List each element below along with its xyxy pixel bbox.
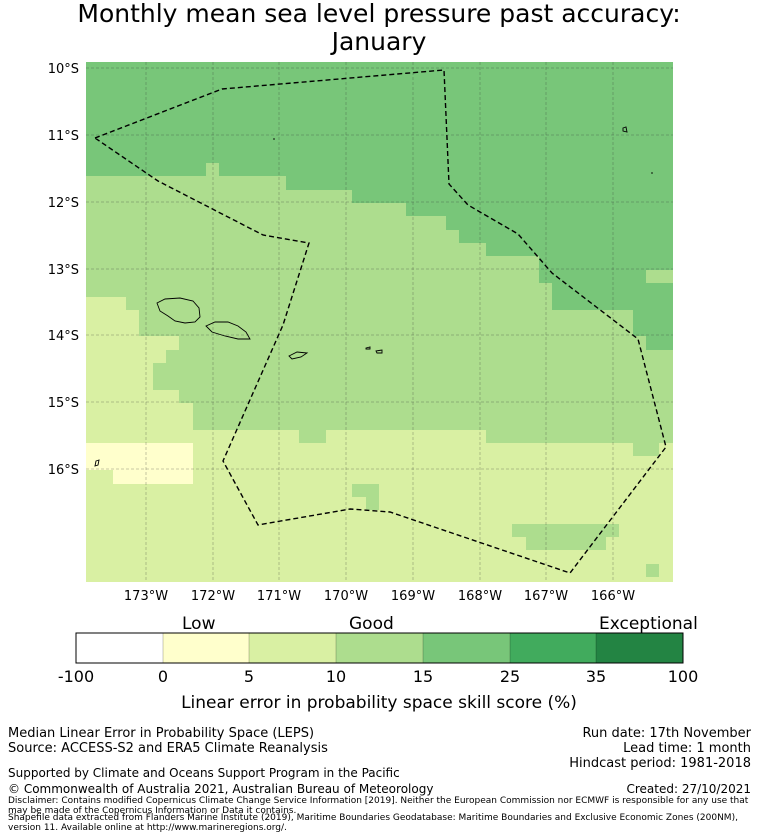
colorbar-bin-4 bbox=[336, 633, 423, 663]
savaii-island bbox=[156, 297, 201, 324]
colorbar-bin-7 bbox=[596, 633, 683, 663]
graticule bbox=[86, 62, 673, 582]
region-good-patch-1 bbox=[352, 484, 379, 497]
latitude-labels: 10°S 11°S 12°S 13°S 14°S 15°S 16°S bbox=[48, 62, 79, 478]
colorbar-tick-6: 35 bbox=[585, 667, 607, 686]
colorbar-tick-3: 10 bbox=[325, 667, 347, 686]
title-line-2: January bbox=[331, 27, 427, 56]
footer-source: Source: ACCESS-S2 and ERA5 Climate Reana… bbox=[8, 741, 328, 756]
region-good-patch-2 bbox=[366, 497, 379, 510]
map-title: Monthly mean sea level pressure past acc… bbox=[0, 0, 758, 56]
lat-label-15s: 15°S bbox=[48, 396, 79, 411]
title-line-1: Monthly mean sea level pressure past acc… bbox=[77, 0, 681, 28]
footer-created: Created: 27/10/2021 bbox=[626, 782, 751, 796]
upolu-island bbox=[205, 321, 251, 340]
lat-label-11s: 11°S bbox=[48, 129, 79, 144]
colorbar-bin-5 bbox=[423, 633, 510, 663]
colorbar-bin-2 bbox=[163, 633, 249, 663]
colorbar-bin-6 bbox=[510, 633, 596, 663]
eez-boundary bbox=[93, 69, 667, 574]
colorbar-tick-5: 25 bbox=[499, 667, 521, 686]
lon-label-166w: 166°W bbox=[591, 589, 635, 604]
lat-label-13s: 13°S bbox=[48, 263, 79, 278]
footer-method: Median Linear Error in Probability Space… bbox=[8, 726, 315, 741]
lon-label-172w: 172°W bbox=[191, 589, 235, 604]
longitude-labels: 173°W 172°W 171°W 170°W 169°W 168°W 167°… bbox=[124, 589, 635, 604]
colorbar-bin-3 bbox=[249, 633, 336, 663]
colorbar-tick-2: 5 bbox=[243, 667, 255, 686]
lon-label-170w: 170°W bbox=[324, 589, 368, 604]
region-good-patch-3 bbox=[512, 524, 619, 550]
lon-label-173w: 173°W bbox=[124, 589, 168, 604]
lon-label-168w: 168°W bbox=[458, 589, 502, 604]
colorbar-tick-0: -100 bbox=[57, 667, 95, 686]
region-good-patch-4 bbox=[646, 564, 659, 577]
tau-island bbox=[375, 349, 383, 354]
lat-label-14s: 14°S bbox=[48, 329, 79, 344]
islands bbox=[94, 126, 653, 467]
colorbar-label-low: Low bbox=[182, 614, 216, 634]
footer-disclaimer: Disclaimer: Contains modified Copernicus… bbox=[8, 796, 749, 816]
lon-label-171w: 171°W bbox=[257, 589, 301, 604]
colorbar-label-good: Good bbox=[349, 614, 394, 634]
region-fair-west bbox=[86, 297, 193, 416]
tutuila-island bbox=[288, 351, 309, 360]
footer-shapefile-credit: Shapefile data extracted from Flanders M… bbox=[8, 813, 738, 833]
ofu-island bbox=[365, 346, 371, 350]
uvea-island bbox=[94, 459, 100, 467]
swains-island bbox=[622, 126, 628, 133]
colorbar-title: Linear error in probability space skill … bbox=[181, 693, 577, 713]
colorbar-tick-1: 0 bbox=[157, 667, 169, 686]
footer-run-date: Run date: 17th November bbox=[582, 726, 751, 741]
colorbar-tick-7: 100 bbox=[667, 667, 699, 686]
footer-hindcast: Hindcast period: 1981-2018 bbox=[569, 756, 751, 771]
skill-regions bbox=[86, 62, 673, 582]
colorbar-bin-1 bbox=[76, 633, 163, 663]
lat-label-16s: 16°S bbox=[48, 463, 79, 478]
footer-support: Supported by Climate and Oceans Support … bbox=[8, 766, 400, 780]
region-very-good-north bbox=[86, 62, 673, 350]
colorbar bbox=[75, 632, 684, 664]
region-poor bbox=[86, 443, 193, 484]
lat-label-10s: 10°S bbox=[48, 62, 79, 77]
colorbar-frame bbox=[75, 632, 684, 664]
colorbar-label-exceptional: Exceptional bbox=[599, 614, 698, 634]
lon-label-167w: 167°W bbox=[524, 589, 568, 604]
colorbar-tick-4: 15 bbox=[412, 667, 434, 686]
footer-copyright: © Commonwealth of Australia 2021, Austra… bbox=[8, 782, 434, 796]
footer-lead-time: Lead time: 1 month bbox=[623, 741, 751, 756]
lat-label-12s: 12°S bbox=[48, 196, 79, 211]
lon-label-169w: 169°W bbox=[391, 589, 435, 604]
